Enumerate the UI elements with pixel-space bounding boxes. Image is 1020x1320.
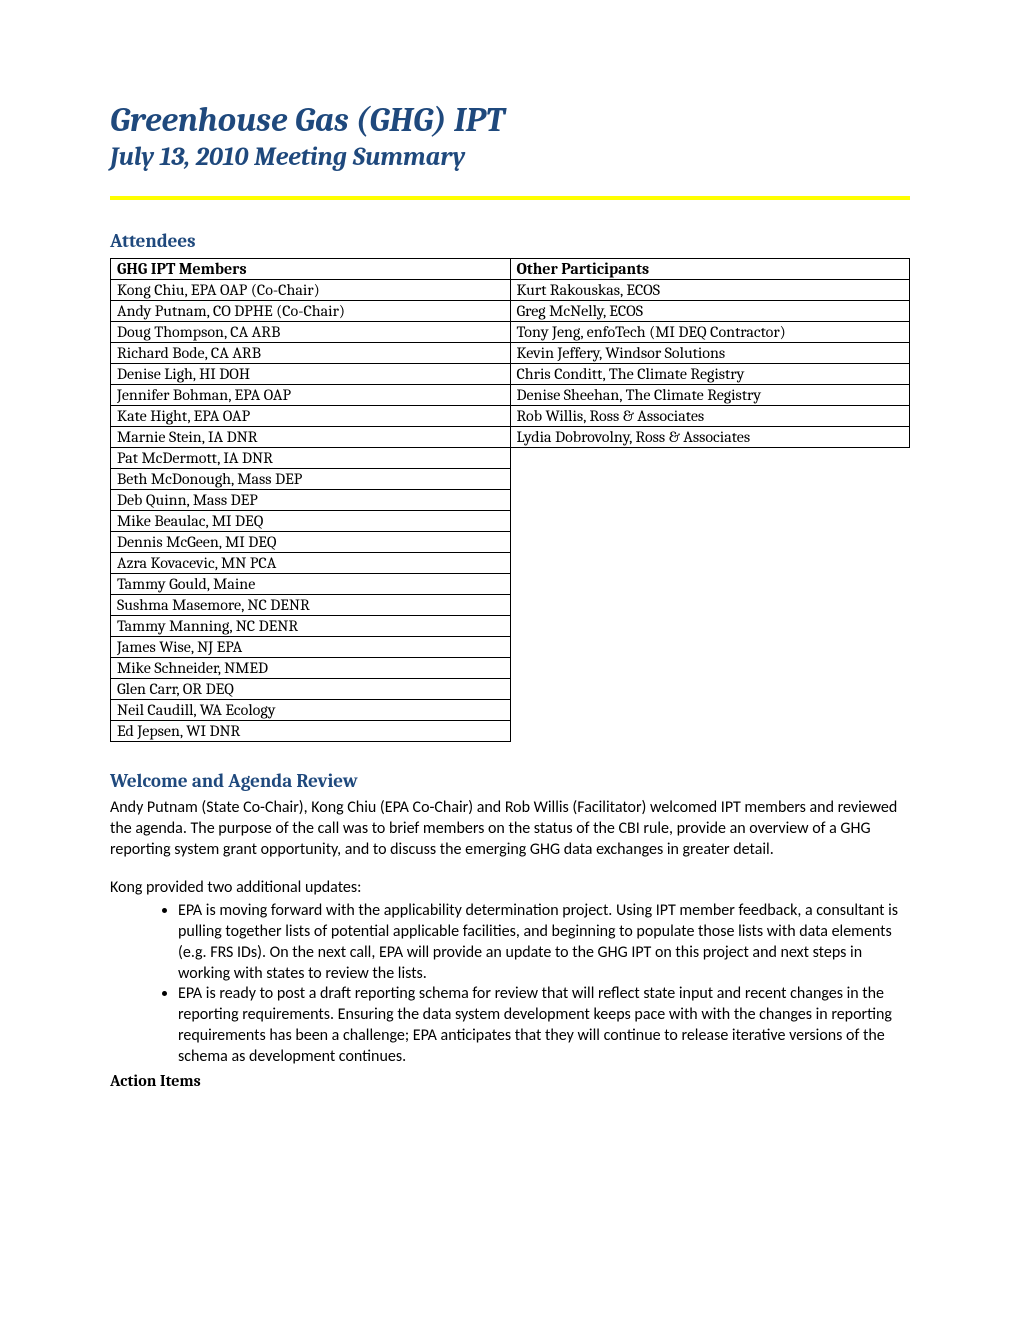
page-subtitle: July 13, 2010 Meeting Summary [110, 142, 910, 172]
col-header-participants: Other Participants [510, 259, 910, 280]
table-row: GHG IPT Members Other Participants [111, 259, 910, 280]
action-items-label: Action Items [110, 1072, 910, 1090]
participant-cell: Greg McNelly, ECOS [510, 301, 910, 322]
table-row: Doug Thompson, CA ARBTony Jeng, enfoTech… [111, 322, 910, 343]
member-cell: Andy Putnam, CO DPHE (Co-Chair) [111, 301, 511, 322]
welcome-heading: Welcome and Agenda Review [110, 770, 910, 792]
member-cell: Mike Schneider, NMED [111, 658, 511, 679]
participant-cell: Tony Jeng, enfoTech (MI DEQ Contractor) [510, 322, 910, 343]
participant-cell: Lydia Dobrovolny, Ross & Associates [510, 427, 910, 448]
table-row: Tammy Gould, Maine [111, 574, 910, 595]
member-cell: James Wise, NJ EPA [111, 637, 511, 658]
table-row: Mike Beaulac, MI DEQ [111, 511, 910, 532]
welcome-para-2: Kong provided two additional updates: [110, 878, 910, 899]
table-row: Beth McDonough, Mass DEP [111, 469, 910, 490]
table-row: Sushma Masemore, NC DENR [111, 595, 910, 616]
member-cell: Denise Ligh, HI DOH [111, 364, 511, 385]
list-item: EPA is moving forward with the applicabi… [178, 901, 910, 984]
member-cell: Pat McDermott, IA DNR [111, 448, 511, 469]
member-cell: Jennifer Bohman, EPA OAP [111, 385, 511, 406]
table-row: Marnie Stein, IA DNRLydia Dobrovolny, Ro… [111, 427, 910, 448]
table-row: Andy Putnam, CO DPHE (Co-Chair)Greg McNe… [111, 301, 910, 322]
table-row: Mike Schneider, NMED [111, 658, 910, 679]
page-title: Greenhouse Gas (GHG) IPT [110, 100, 910, 140]
table-row: Deb Quinn, Mass DEP [111, 490, 910, 511]
table-row: Neil Caudill, WA Ecology [111, 700, 910, 721]
table-row: Dennis McGeen, MI DEQ [111, 532, 910, 553]
col-header-members: GHG IPT Members [111, 259, 511, 280]
member-cell: Tammy Manning, NC DENR [111, 616, 511, 637]
member-cell: Richard Bode, CA ARB [111, 343, 511, 364]
empty-cell [510, 637, 910, 658]
table-row: Richard Bode, CA ARBKevin Jeffery, Winds… [111, 343, 910, 364]
member-cell: Ed Jepsen, WI DNR [111, 721, 511, 742]
empty-cell [510, 553, 910, 574]
accent-divider [110, 196, 910, 200]
member-cell: Azra Kovacevic, MN PCA [111, 553, 511, 574]
empty-cell [510, 700, 910, 721]
empty-cell [510, 532, 910, 553]
member-cell: Dennis McGeen, MI DEQ [111, 532, 511, 553]
participant-cell: Kurt Rakouskas, ECOS [510, 280, 910, 301]
table-row: Ed Jepsen, WI DNR [111, 721, 910, 742]
welcome-para-1: Andy Putnam (State Co-Chair), Kong Chiu … [110, 798, 910, 860]
participant-cell: Rob Willis, Ross & Associates [510, 406, 910, 427]
member-cell: Sushma Masemore, NC DENR [111, 595, 511, 616]
empty-cell [510, 721, 910, 742]
member-cell: Beth McDonough, Mass DEP [111, 469, 511, 490]
table-row: James Wise, NJ EPA [111, 637, 910, 658]
member-cell: Neil Caudill, WA Ecology [111, 700, 511, 721]
member-cell: Kong Chiu, EPA OAP (Co-Chair) [111, 280, 511, 301]
updates-list: EPA is moving forward with the applicabi… [110, 901, 910, 1067]
empty-cell [510, 574, 910, 595]
member-cell: Deb Quinn, Mass DEP [111, 490, 511, 511]
table-row: Denise Ligh, HI DOHChris Conditt, The Cl… [111, 364, 910, 385]
attendees-table: GHG IPT Members Other Participants Kong … [110, 258, 910, 742]
table-row: Azra Kovacevic, MN PCA [111, 553, 910, 574]
empty-cell [510, 595, 910, 616]
table-row: Pat McDermott, IA DNR [111, 448, 910, 469]
member-cell: Marnie Stein, IA DNR [111, 427, 511, 448]
empty-cell [510, 448, 910, 469]
member-cell: Glen Carr, OR DEQ [111, 679, 511, 700]
table-row: Kong Chiu, EPA OAP (Co-Chair)Kurt Rakous… [111, 280, 910, 301]
empty-cell [510, 658, 910, 679]
member-cell: Mike Beaulac, MI DEQ [111, 511, 511, 532]
attendees-heading: Attendees [110, 230, 910, 252]
member-cell: Tammy Gould, Maine [111, 574, 511, 595]
participant-cell: Kevin Jeffery, Windsor Solutions [510, 343, 910, 364]
member-cell: Kate Hight, EPA OAP [111, 406, 511, 427]
list-item: EPA is ready to post a draft reporting s… [178, 984, 910, 1067]
empty-cell [510, 679, 910, 700]
table-row: Kate Hight, EPA OAPRob Willis, Ross & As… [111, 406, 910, 427]
table-row: Jennifer Bohman, EPA OAPDenise Sheehan, … [111, 385, 910, 406]
member-cell: Doug Thompson, CA ARB [111, 322, 511, 343]
table-row: Tammy Manning, NC DENR [111, 616, 910, 637]
participant-cell: Denise Sheehan, The Climate Registry [510, 385, 910, 406]
empty-cell [510, 469, 910, 490]
empty-cell [510, 511, 910, 532]
empty-cell [510, 616, 910, 637]
table-row: Glen Carr, OR DEQ [111, 679, 910, 700]
document-page: Greenhouse Gas (GHG) IPT July 13, 2010 M… [0, 0, 1020, 1150]
participant-cell: Chris Conditt, The Climate Registry [510, 364, 910, 385]
empty-cell [510, 490, 910, 511]
